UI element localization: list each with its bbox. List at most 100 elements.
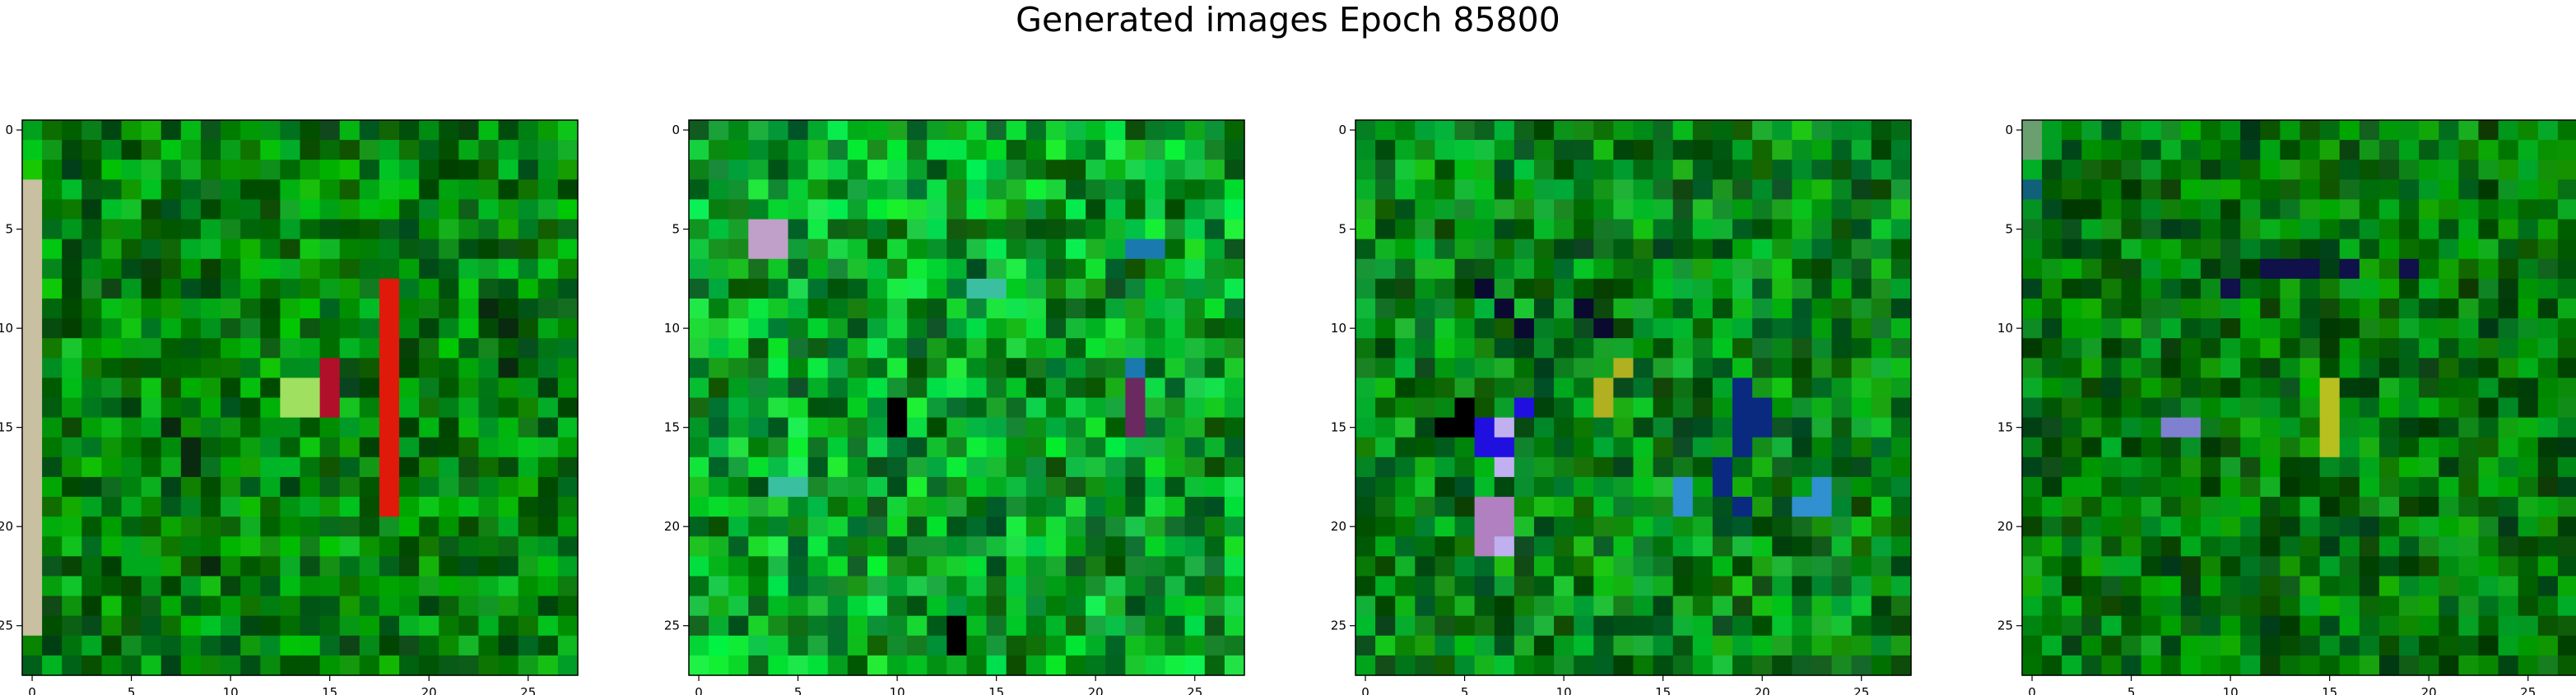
pixel-cell (240, 476, 261, 498)
pixel-cell (1165, 595, 1186, 617)
pixel-cell (2299, 338, 2321, 359)
pixel-cell (946, 179, 968, 201)
pixel-cell (399, 378, 420, 399)
pixel-cell (689, 120, 709, 141)
pixel-cell (2419, 397, 2439, 419)
pixel-cell (1125, 536, 1146, 557)
pixel-cell (887, 517, 908, 537)
pixel-cell (1692, 219, 1713, 240)
pixel-cell (927, 179, 947, 201)
pixel-cell (260, 497, 281, 517)
pixel-cell (498, 476, 519, 498)
pixel-cell (2378, 140, 2400, 160)
pixel-cell (1066, 635, 1086, 656)
pixel-cell (768, 179, 789, 201)
pixel-cell (2141, 615, 2162, 637)
pixel-cell (887, 258, 908, 280)
pixel-cell (788, 517, 809, 537)
pixel-cell (339, 140, 360, 160)
pixel-cell (1593, 497, 1614, 517)
pixel-cell (101, 258, 123, 280)
pixel-cell (42, 298, 63, 319)
pixel-cell (2378, 258, 2400, 280)
pixel-cell (2280, 517, 2301, 537)
pixel-cell (1105, 556, 1126, 577)
pixel-cell (1772, 476, 1793, 498)
pixel-cell (1811, 476, 1833, 498)
pixel-cell (62, 140, 82, 160)
pixel-cell (81, 378, 103, 399)
pixel-cell (1125, 517, 1146, 537)
pixel-cell (2378, 318, 2400, 339)
pixel-cell (2220, 497, 2241, 517)
pixel-cell (1613, 358, 1634, 378)
pixel-cell (2439, 595, 2459, 617)
pixel-cell (280, 239, 301, 260)
pixel-cell (419, 497, 439, 517)
pixel-cell (1613, 160, 1634, 180)
pixel-cell (2419, 517, 2439, 537)
pixel-cell (280, 298, 301, 319)
pixel-cell (1533, 576, 1555, 597)
pixel-cell (1105, 239, 1126, 260)
pixel-cell (1434, 615, 1456, 637)
pixel-cell (2439, 160, 2459, 180)
pixel-cell (2478, 536, 2499, 557)
pixel-cell (557, 556, 579, 577)
pixel-cell (557, 338, 579, 359)
pixel-cell (1890, 358, 1912, 378)
pixel-cell (359, 595, 380, 617)
pixel-cell (2121, 456, 2142, 478)
pixel-cell (1434, 536, 1456, 557)
pixel-cell (1395, 318, 1416, 339)
pixel-cell (768, 397, 789, 419)
pixel-cell (748, 595, 770, 617)
pixel-cell (200, 536, 221, 557)
pixel-cell (768, 556, 789, 577)
pixel-cell (101, 140, 123, 160)
pixel-cell (160, 615, 182, 637)
pixel-cell (2359, 456, 2380, 478)
pixel-cell (2319, 655, 2341, 676)
pixel-cell (2498, 199, 2519, 220)
pixel-cell (1454, 595, 1476, 617)
pixel-cell (319, 635, 341, 656)
pixel-cell (300, 120, 321, 141)
pixel-cell (1474, 576, 1495, 597)
pixel-cell (1574, 120, 1594, 141)
pixel-cell (2081, 278, 2103, 299)
pixel-cell (359, 615, 380, 637)
pixel-cell (319, 160, 341, 180)
pixel-cell (1692, 456, 1713, 478)
pixel-cell (2419, 476, 2439, 498)
pixel-cell (2220, 536, 2241, 557)
pixel-cell (907, 160, 928, 180)
pixel-cell (867, 456, 888, 478)
pixel-cell (1006, 456, 1027, 478)
x-tick-label: 5 (794, 685, 802, 695)
pixel-cell (748, 140, 770, 160)
pixel-cell (359, 179, 380, 201)
pixel-cell (1831, 258, 1853, 280)
pixel-cell (101, 476, 123, 498)
pixel-cell (1395, 120, 1416, 141)
pixel-cell (379, 338, 400, 359)
pixel-cell (927, 456, 947, 478)
pixel-cell (2498, 615, 2519, 637)
pixel-cell (2299, 576, 2321, 597)
pixel-cell (1494, 536, 1515, 557)
pixel-cell (728, 417, 749, 438)
pixel-cell (1633, 258, 1654, 280)
pixel-cell (439, 635, 459, 656)
pixel-cell (1454, 517, 1476, 537)
pixel-cell (827, 199, 849, 220)
pixel-cell (2022, 397, 2043, 419)
pixel-cell (42, 278, 63, 299)
pixel-cell (1045, 140, 1067, 160)
pixel-cell (1224, 358, 1245, 378)
pixel-cell (847, 219, 868, 240)
pixel-cell (121, 378, 142, 399)
pixel-cell (1434, 635, 1456, 656)
pixel-cell (2260, 517, 2281, 537)
